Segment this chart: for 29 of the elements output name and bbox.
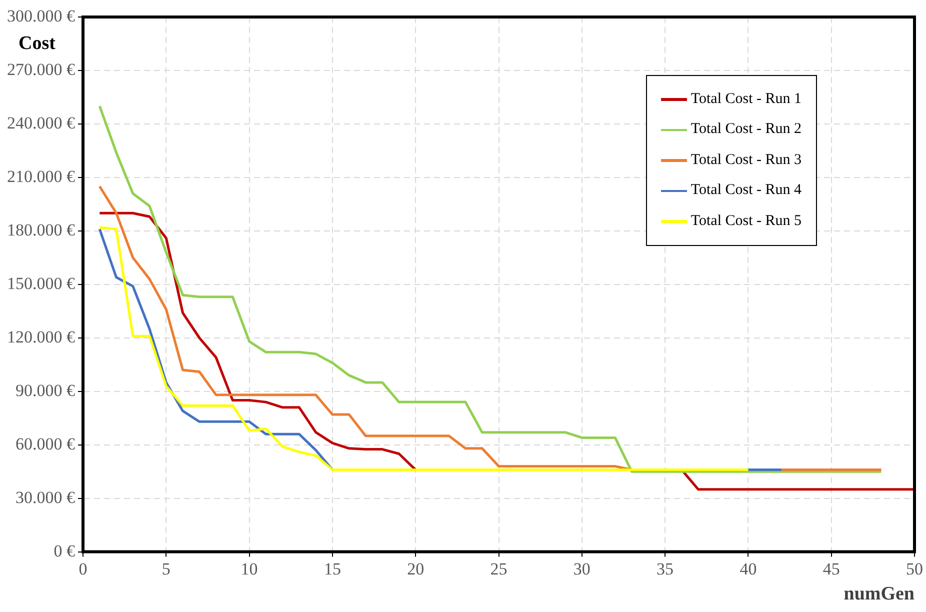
y-tick-label: 90.000 € xyxy=(16,380,76,400)
x-tick-label: 10 xyxy=(240,559,258,578)
legend-label: Total Cost - Run 2 xyxy=(690,121,802,138)
x-tick-label: 15 xyxy=(324,559,341,578)
y-tick-label: 150.000 € xyxy=(7,274,76,293)
y-tick-label: 30.000 € xyxy=(16,488,76,507)
y-tick-label: 240.000 € xyxy=(7,113,76,132)
legend-label: Total Cost - Run 3 xyxy=(690,152,802,169)
legend-label: Total Cost - Run 5 xyxy=(690,212,802,230)
x-axis-title: numGen xyxy=(844,584,915,605)
legend-label: Total Cost - Run 4 xyxy=(690,182,802,200)
x-tick-label: 5 xyxy=(162,559,170,578)
y-tick-label: 0 € xyxy=(54,541,76,560)
y-tick-label: 120.000 € xyxy=(7,327,76,346)
y-tick-label: 300.000 € xyxy=(7,6,76,26)
x-tick-label: 25 xyxy=(490,559,508,578)
legend-label: Total Cost - Run 1 xyxy=(690,90,802,108)
x-tick-label: 0 xyxy=(78,559,88,578)
x-tick-label: 35 xyxy=(656,559,674,578)
x-tick-label: 45 xyxy=(822,559,840,578)
x-tick-label: 20 xyxy=(407,559,424,578)
x-tick-label: 40 xyxy=(740,559,757,578)
y-tick-label: 180.000 € xyxy=(7,220,76,240)
x-tick-label: 30 xyxy=(573,559,590,578)
x-tick-label: 50 xyxy=(906,559,923,578)
y-tick-label: 270.000 € xyxy=(7,60,76,79)
y-tick-label: 210.000 € xyxy=(7,166,76,186)
y-tick-label: 60.000 € xyxy=(16,434,76,454)
y-axis-title: Cost xyxy=(18,32,56,54)
